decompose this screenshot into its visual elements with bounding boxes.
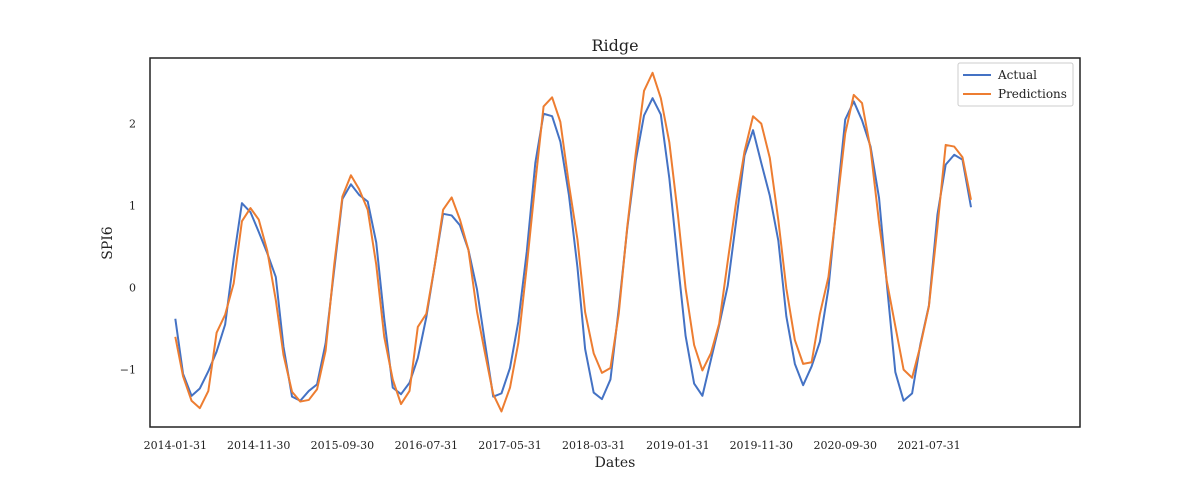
x-tick-label: 2017-05-31 bbox=[478, 439, 541, 452]
legend-label-actual: Actual bbox=[997, 68, 1037, 82]
legend-box bbox=[957, 62, 1074, 107]
y-tick-label: 1 bbox=[129, 200, 136, 213]
x-tick-label: 2015-09-30 bbox=[311, 439, 374, 452]
x-tick-label: 2014-01-31 bbox=[144, 439, 207, 452]
legend: Actual Predictions bbox=[957, 62, 1074, 107]
y-tick-label: 2 bbox=[129, 118, 136, 131]
plot-background bbox=[150, 58, 1080, 427]
y-tick-label: −1 bbox=[120, 364, 136, 377]
x-tick-label: 2020-09-30 bbox=[814, 439, 877, 452]
x-tick-label: 2018-03-31 bbox=[562, 439, 625, 452]
plot-frame bbox=[149, 57, 1081, 428]
x-tick-label: 2021-07-31 bbox=[897, 439, 960, 452]
x-tick-label: 2019-11-30 bbox=[730, 439, 793, 452]
x-tick-label: 2016-07-31 bbox=[395, 439, 458, 452]
y-ticks: −1 0 1 2 bbox=[120, 118, 136, 377]
y-axis-label: SPI6 bbox=[100, 226, 116, 260]
y-tick-label: 0 bbox=[129, 282, 136, 295]
x-ticks: 2014-01-31 2014-11-30 2015-09-30 2016-07-31… bbox=[144, 439, 961, 452]
x-tick-label: 2019-01-31 bbox=[646, 439, 709, 452]
chart-title: Ridge bbox=[591, 36, 638, 55]
x-tick-label: 2014-11-30 bbox=[227, 439, 290, 452]
x-axis-label: Dates bbox=[595, 455, 636, 471]
legend-label-predictions: Predictions bbox=[998, 87, 1067, 101]
series-line-predictions bbox=[174, 71, 972, 413]
series-lines bbox=[174, 71, 972, 413]
